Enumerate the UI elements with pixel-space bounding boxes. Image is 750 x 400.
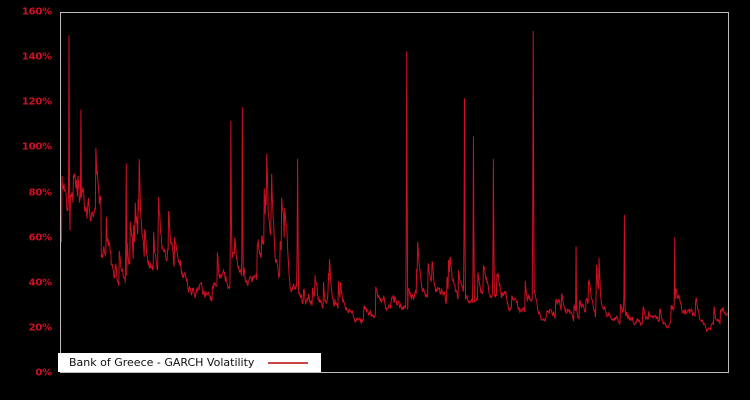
chart-legend[interactable]: Bank of Greece - GARCH Volatility — [58, 353, 322, 372]
y-axis: 0% 20% 40% 60% 80% 100% 120% 140% 160% — [0, 0, 60, 400]
garch-volatility-line — [61, 31, 728, 331]
legend-label: Bank of Greece - GARCH Volatility — [69, 356, 255, 369]
y-tick-label: 120% — [21, 96, 52, 108]
legend-line-sample-icon — [268, 361, 309, 364]
plot-area — [60, 12, 729, 373]
y-tick-label: 100% — [21, 141, 52, 153]
y-tick-label: 160% — [21, 6, 52, 18]
y-tick-label: 20% — [28, 322, 53, 334]
volatility-series — [61, 13, 728, 372]
y-tick-label: 140% — [21, 51, 52, 63]
y-tick-label: 0% — [35, 367, 52, 379]
y-tick-label: 40% — [28, 277, 53, 289]
y-tick-label: 60% — [28, 232, 53, 244]
y-tick-label: 80% — [28, 187, 53, 198]
